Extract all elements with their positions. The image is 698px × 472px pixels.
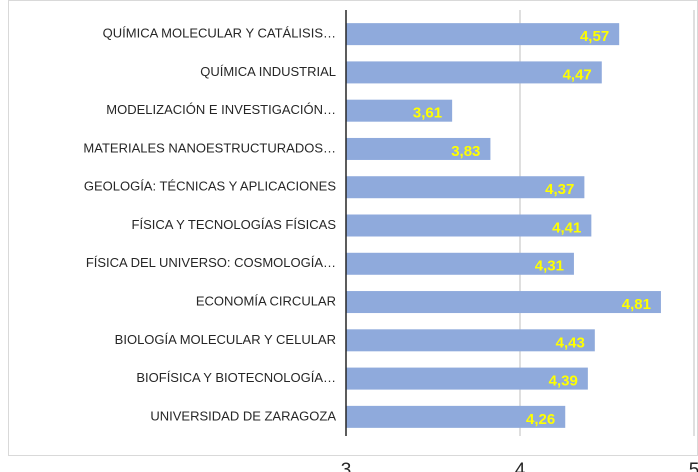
value-label: 4,37 (545, 181, 574, 198)
x-tick-label: 3 (341, 460, 352, 472)
bar (346, 176, 585, 199)
x-tick-label: 4 (515, 460, 526, 472)
value-label: 4,43 (556, 334, 585, 351)
value-label: 4,41 (552, 219, 581, 236)
category-label: FÍSICA Y TECNOLOGÍAS FÍSICAS (132, 217, 337, 232)
category-label: GEOLOGÍA: TÉCNICAS Y APLICACIONES (84, 179, 336, 194)
bar (346, 137, 491, 160)
bar (346, 405, 566, 428)
bar (346, 61, 602, 84)
value-label: 3,83 (451, 143, 480, 160)
bar (346, 252, 574, 275)
category-label: UNIVERSIDAD DE ZARAGOZA (150, 408, 336, 423)
x-tick-label: 5 (689, 460, 698, 472)
bar (346, 99, 453, 122)
value-label: 4,26 (526, 411, 555, 428)
category-label: ECONOMÍA CIRCULAR (196, 293, 336, 308)
bar (346, 291, 661, 314)
bar (346, 214, 592, 237)
category-label: BIOFÍSICA Y BIOTECNOLOGÍA… (136, 370, 336, 385)
value-label: 4,81 (622, 296, 651, 313)
value-label: 3,61 (413, 105, 442, 122)
value-label: 4,39 (549, 373, 578, 390)
category-label: BIOLOGÍA MOLECULAR Y CELULAR (115, 332, 336, 347)
category-label: MODELIZACIÓN E INVESTIGACIÓN… (106, 102, 336, 117)
bar (346, 329, 595, 352)
value-label: 4,47 (563, 66, 592, 83)
category-label: QUÍMICA MOLECULAR Y CATÁLISIS… (103, 26, 336, 41)
value-label: 4,57 (580, 28, 609, 45)
category-label: FÍSICA DEL UNIVERSO: COSMOLOGÍA… (86, 255, 336, 270)
category-label: QUÍMICA INDUSTRIAL (200, 64, 336, 79)
value-label: 4,31 (535, 258, 564, 275)
category-label: MATERIALES NANOESTRUCTURADOS… (83, 140, 336, 155)
bar (346, 367, 588, 390)
bar (346, 23, 620, 46)
